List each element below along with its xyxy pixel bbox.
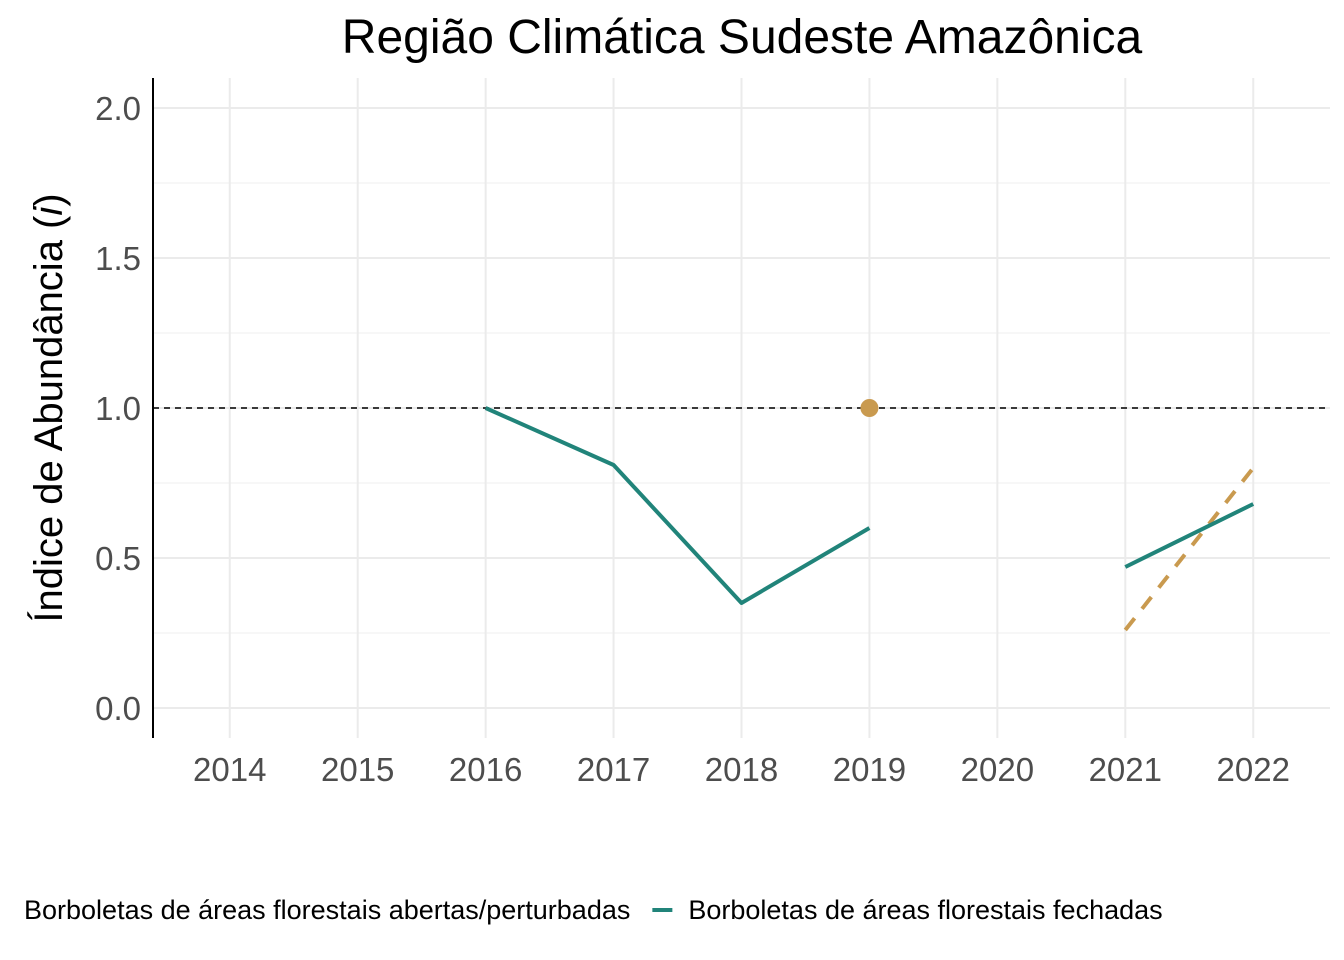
legend-label-1: Borboletas de áreas florestais fechadas [688,895,1162,925]
series-group [484,399,1255,632]
y-tick-label: 2.0 [95,90,141,127]
y-axis-title-prefix: Índice de Abundância ( [26,215,71,623]
series-0-line-1 [1123,466,1255,632]
y-axis-title-italic: i [27,206,71,216]
y-tick-label: 0.5 [95,540,141,577]
y-tick-labels: 0.0 0.5 1.0 1.5 2.0 [95,90,141,727]
x-tick-label: 2017 [577,751,650,788]
y-axis-title-suffix: ) [27,193,71,206]
y-tick-label: 1.5 [95,240,141,277]
chart-title: Região Climática Sudeste Amazônica [342,11,1143,64]
x-tick-label: 2018 [705,751,778,788]
x-tick-label: 2022 [1217,751,1290,788]
y-axis-title: Índice de Abundância (i) [26,193,71,622]
series-0-point [860,399,879,417]
x-tick-label: 2016 [449,751,522,788]
series-1-line-0 [484,406,871,605]
legend: Borboletas de áreas florestais abertas/p… [24,895,1163,925]
x-tick-label: 2015 [321,751,394,788]
x-tick-label: 2021 [1089,751,1162,788]
y-tick-label: 0.0 [95,690,141,727]
x-tick-labels: 2014 2015 2016 2017 2018 2019 2020 2021 2022 [193,751,1290,788]
legend-label-0: Borboletas de áreas florestais abertas/p… [24,895,630,925]
x-tick-label: 2020 [961,751,1034,788]
x-tick-label: 2014 [193,751,266,788]
series-1-line-1 [1124,502,1255,569]
y-tick-label: 1.0 [95,390,141,427]
x-tick-label: 2019 [833,751,906,788]
